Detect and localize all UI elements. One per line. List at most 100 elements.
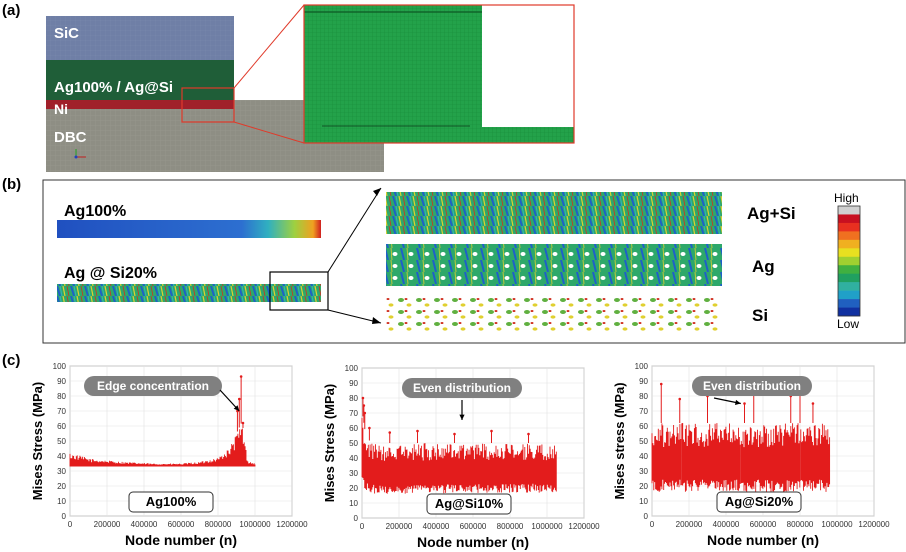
panel-a-label: (a)	[2, 2, 21, 19]
data-point	[239, 375, 243, 378]
sample-label-text: Ag@Si10%	[435, 496, 504, 511]
layer-label-dbc: DBC	[54, 129, 87, 146]
x-tick-label: 800000	[787, 520, 814, 529]
x-tick-label: 0	[360, 522, 365, 531]
strip-label-ag: Ag	[752, 257, 775, 276]
colorbar-swatch	[838, 273, 860, 283]
data-point	[743, 402, 746, 405]
label-ag100: Ag100%	[64, 203, 126, 220]
annotation-text: Even distribution	[703, 379, 801, 393]
x-tick-label: 1000000	[531, 522, 563, 531]
strip-ag	[386, 244, 722, 286]
colorbar-swatch	[838, 299, 860, 308]
y-tick-label: 0	[644, 512, 649, 521]
arrow-head	[459, 414, 465, 420]
colorbar-swatch	[838, 222, 860, 232]
x-tick-label: 200000	[676, 520, 703, 529]
colorbar-swatch	[838, 214, 860, 224]
y-tick-label: 100	[635, 362, 649, 371]
sample-label-box	[128, 491, 214, 513]
chart-2: 0 10 20 30 40 50 60 70 80 90 100 0 200000 400000 60000…	[322, 364, 600, 550]
zoom-frame	[303, 4, 575, 144]
colorbar-swatch	[838, 256, 860, 266]
x-axis-label: Node number (n)	[125, 532, 237, 548]
layer-label-ni: Ni	[54, 101, 68, 117]
data-point	[678, 397, 682, 401]
x-axis-label: Node number (n)	[417, 534, 529, 550]
panel-b-figure: Ag100% Ag @ Si20% Ag+Si Ag Si High Low	[42, 179, 906, 344]
sample-label-box	[426, 493, 512, 515]
colorbar-swatch	[838, 248, 860, 258]
y-tick-label: 100	[345, 364, 359, 373]
y-tick-label: 70	[57, 407, 66, 416]
chart-1: 0 10 20 30 40 50 60 70 80 90 100 0 200000 400000 60000…	[30, 362, 308, 548]
x-tick-label: 1000000	[821, 520, 853, 529]
sample-label-box	[716, 491, 802, 513]
data-band	[361, 417, 557, 494]
y-tick-label: 100	[53, 362, 67, 371]
data-band	[651, 423, 831, 492]
y-axis-label: Mises Stress (MPa)	[322, 384, 337, 503]
data-point	[361, 396, 365, 400]
x-tick-label: 400000	[713, 520, 740, 529]
arrow-head	[233, 405, 240, 411]
colorbar-swatch	[838, 239, 860, 249]
x-tick-label: 600000	[460, 522, 487, 531]
colorbar-swatch	[838, 290, 860, 300]
y-tick-label: 30	[349, 469, 358, 478]
panel-b-label: (b)	[2, 176, 22, 193]
ag-layer	[46, 60, 234, 100]
x-tick-label: 1200000	[568, 522, 600, 531]
y-tick-label: 50	[57, 437, 66, 446]
x-tick-label: 200000	[94, 520, 121, 529]
colorbar-low: Low	[837, 317, 859, 331]
colorbar-swatch	[838, 265, 860, 274]
data-point	[527, 432, 530, 436]
y-tick-label: 0	[354, 514, 359, 523]
y-tick-label: 50	[349, 439, 358, 448]
y-tick-label: 10	[349, 499, 358, 508]
zoom-box-small	[181, 87, 235, 123]
panel-a-figure: SiC Ag100% / Ag@Si Ni DBC	[46, 4, 575, 172]
colorbar-high: High	[834, 191, 859, 205]
y-tick-label: 40	[639, 452, 648, 461]
colorbar-swatch	[838, 206, 860, 215]
x-tick-label: 600000	[750, 520, 777, 529]
y-tick-label: 40	[349, 454, 358, 463]
data-point	[241, 421, 245, 425]
x-tick-label: 200000	[386, 522, 413, 531]
data-point	[237, 397, 241, 401]
annotation-bubble	[402, 378, 522, 398]
panel-c-label: (c)	[2, 352, 21, 369]
axis-triad-icon	[74, 149, 86, 159]
contour-ag100	[57, 220, 321, 238]
arrow-head	[734, 399, 741, 405]
data-band	[69, 428, 256, 467]
y-axis-label: Mises stress (MPa)	[612, 382, 627, 499]
sample-label-text: Ag100%	[146, 494, 197, 509]
data-point	[362, 404, 366, 407]
y-tick-label: 30	[57, 467, 66, 476]
y-tick-label: 60	[349, 424, 358, 433]
y-tick-label: 80	[57, 392, 66, 401]
colorbar	[837, 205, 861, 317]
sample-label-text: Ag@Si20%	[725, 494, 794, 509]
label-agsi20: Ag @ Si20%	[64, 265, 157, 282]
y-tick-label: 30	[639, 467, 648, 476]
y-tick-label: 20	[639, 482, 648, 491]
colorbar-outline	[837, 205, 861, 317]
annotation-text: Even distribution	[413, 381, 511, 395]
strip-agsi	[386, 192, 722, 234]
y-tick-label: 80	[639, 392, 648, 401]
y-tick-label: 20	[57, 482, 66, 491]
y-tick-label: 40	[57, 452, 66, 461]
data-point	[368, 426, 371, 430]
data-point	[363, 411, 367, 415]
strip-label-agsi: Ag+Si	[747, 204, 796, 223]
y-tick-label: 50	[639, 437, 648, 446]
y-tick-label: 90	[639, 377, 648, 386]
colorbar-swatch	[838, 282, 860, 291]
annotation-text: Edge concentration	[97, 379, 209, 393]
x-tick-label: 600000	[168, 520, 195, 529]
y-tick-label: 60	[57, 422, 66, 431]
